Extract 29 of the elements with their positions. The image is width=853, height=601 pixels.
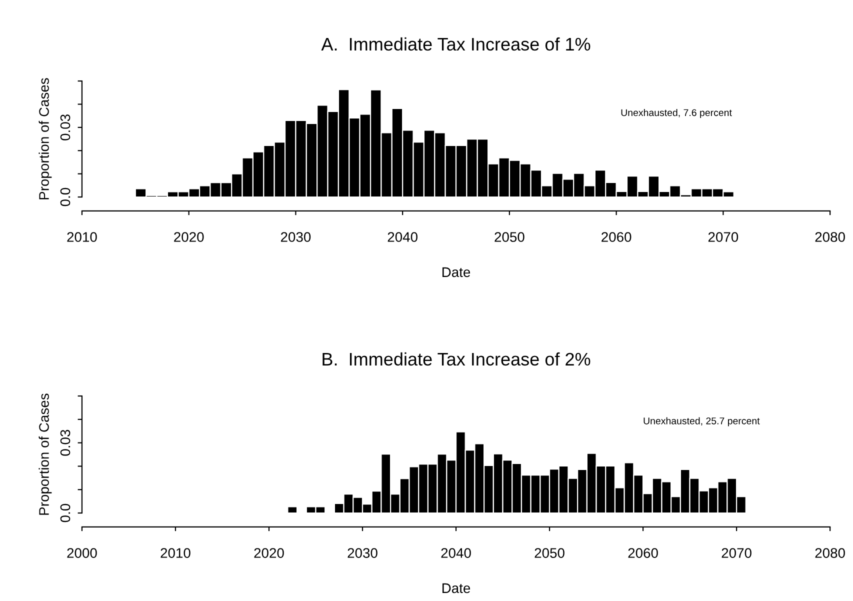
y-axis-title: Proportion of Cases — [38, 78, 52, 200]
y-tick-label: 0.0 — [60, 504, 70, 522]
chart-title: A. Immediate Tax Increase of 1% — [321, 37, 590, 51]
x-tick-label: 2010 — [160, 548, 190, 558]
y-tick-label: 0.03 — [60, 114, 70, 140]
annotation: Unexhausted, 7.6 percent — [621, 108, 732, 118]
x-tick-label: 2060 — [628, 548, 658, 558]
x-tick-label: 2050 — [534, 548, 564, 558]
x-tick-label: 2070 — [708, 232, 738, 242]
x-tick-label: 2080 — [815, 232, 845, 242]
x-tick-label: 2010 — [67, 232, 97, 242]
x-tick-label: 2020 — [254, 548, 284, 558]
x-tick-label: 2030 — [280, 232, 311, 242]
x-tick-label: 2050 — [494, 232, 524, 242]
y-tick-label: 0.0 — [60, 188, 70, 206]
x-tick-label: 2000 — [67, 548, 97, 558]
x-tick-label: 2080 — [815, 548, 845, 558]
x-axis-title: Date — [442, 267, 470, 278]
chart-title: B. Immediate Tax Increase of 2% — [322, 352, 590, 366]
x-tick-label: 2060 — [602, 232, 632, 242]
y-tick-label: 0.03 — [60, 430, 70, 456]
x-tick-label: 2030 — [348, 548, 378, 558]
y-axis-title: Proportion of Cases — [38, 394, 52, 515]
x-tick-label: 2020 — [174, 232, 204, 242]
x-axis-title: Date — [442, 583, 470, 594]
x-tick-label: 2070 — [722, 548, 752, 558]
annotation: Unexhausted, 25.7 percent — [644, 417, 760, 426]
x-tick-label: 2040 — [388, 232, 418, 242]
x-tick-label: 2040 — [441, 548, 471, 558]
